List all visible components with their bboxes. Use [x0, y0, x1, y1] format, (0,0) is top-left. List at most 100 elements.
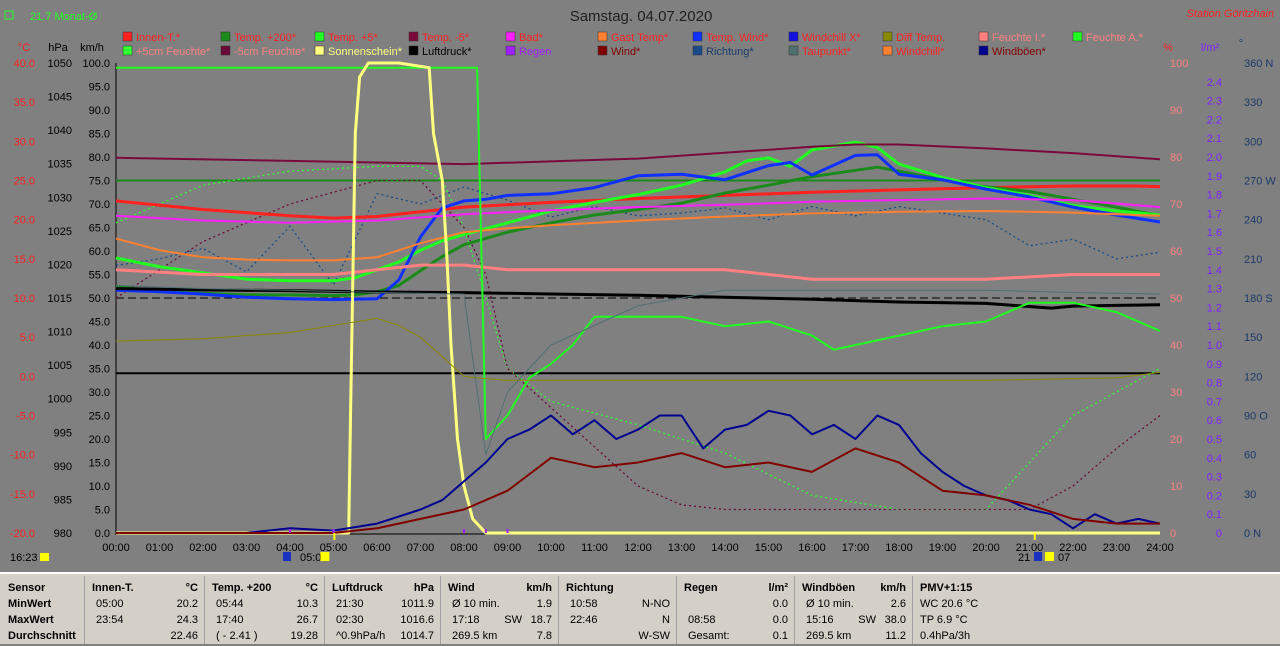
kmh-axis-tick: 60.0 — [89, 246, 110, 258]
legend-label-bad: Bad* — [519, 32, 544, 44]
stats-row: 17:18 SW 18.7 — [440, 612, 558, 628]
stats-cell: 23:54 — [96, 614, 124, 626]
x-axis-tick: 20:00 — [972, 542, 1000, 554]
temp-axis-tick: -5.0 — [16, 411, 35, 423]
stats-cell: 05:00 — [96, 598, 124, 610]
kmh-axis-tick: 100.0 — [82, 58, 110, 70]
stats-cell: 05:44 — [216, 598, 244, 610]
stats-cell: 21:30 — [336, 598, 364, 610]
stats-row: Sensor — [0, 580, 84, 596]
hpa-axis-tick: 1010 — [48, 327, 72, 339]
stats-cell: 38.0 — [884, 614, 906, 626]
series-5cm-feuchte — [115, 165, 1161, 511]
stats-row: 15:16 SW 38.0 — [794, 612, 912, 628]
kmh-axis-tick: 5.0 — [95, 505, 110, 517]
legend-swatch-gast-temp — [597, 31, 608, 42]
dir-axis-tick: 90 O — [1244, 411, 1268, 423]
stats-row: Temp. +200 °C — [204, 580, 324, 596]
x-axis-tick: 21:00 — [1016, 542, 1044, 554]
legend-swatch-5cm-feuchte — [220, 45, 231, 56]
stats-row: Richtung — [558, 580, 676, 596]
dir-axis-tick: 210 — [1244, 254, 1262, 266]
rain-axis-tick: 0.4 — [1207, 453, 1222, 465]
legend-label-temp-5: Temp. +5* — [328, 32, 379, 44]
legend-label-richtung: Richtung* — [706, 46, 754, 58]
series-feuchte-i — [115, 263, 1160, 281]
stats-cell: hPa — [413, 582, 434, 594]
kmh-axis-tick: 95.0 — [89, 82, 110, 94]
hpa-axis-tick: 1030 — [48, 192, 72, 204]
x-axis-tick: 08:00 — [450, 542, 478, 554]
series-sonnenschein — [116, 61, 1160, 535]
stats-cell: SW — [858, 614, 876, 626]
dir-axis-tick: 330 — [1244, 97, 1262, 109]
stats-cell: l/m² — [768, 582, 788, 594]
station-name: Station Göritzhain — [1187, 8, 1274, 20]
stats-row: 23:54 24.3 — [84, 612, 204, 628]
dir-axis-tick: 360 N — [1244, 58, 1273, 70]
stats-cell: 11.2 — [885, 630, 906, 642]
sun-icon — [1045, 552, 1054, 561]
rain-axis-tick: 0.7 — [1207, 396, 1222, 408]
x-axis-tick: 01:00 — [146, 542, 174, 554]
kmh-axis-tick: 55.0 — [89, 270, 110, 282]
rain-axis-tick: 1.3 — [1207, 284, 1222, 296]
x-axis-tick: 12:00 — [624, 542, 652, 554]
plot-area — [115, 61, 1161, 535]
legend-swatch-diff-temp — [882, 31, 893, 42]
stats-row: Regen l/m² — [676, 580, 794, 596]
series-diff-temp — [115, 317, 1161, 381]
stats-cell: 1014.7 — [400, 630, 434, 642]
stats-row: Innen-T. °C — [84, 580, 204, 596]
stats-cell: Ø 10 min. — [806, 598, 854, 610]
rain-axis-tick: 1.9 — [1207, 171, 1222, 183]
pct-axis-tick: 20 — [1170, 434, 1182, 446]
rain-mark — [289, 529, 291, 533]
stats-temp200: Temp. +200 °C 05:44 10.3 17:40 26.7 ( - 2.41 )… — [204, 574, 324, 646]
rain-axis-tick: 2.1 — [1207, 133, 1222, 145]
unit-percent: % — [1163, 42, 1173, 54]
kmh-axis-tick: 90.0 — [89, 105, 110, 117]
temp-axis-tick: 20.0 — [14, 215, 35, 227]
sunrise-time: 16:23 — [10, 552, 38, 564]
stats-row: Durchschnitt — [0, 628, 84, 644]
kmh-axis-tick: 0.0 — [95, 528, 110, 540]
temp-axis-tick: 35.0 — [14, 97, 35, 109]
legend-swatch-temp-5 — [408, 31, 419, 42]
pct-axis-tick: 50 — [1170, 293, 1182, 305]
stats-pmv: PMV+1:15 WC 20.6 °C TP 6.9 °C 0.4hPa/3h — [912, 574, 1042, 646]
kmh-axis-tick: 65.0 — [89, 223, 110, 235]
x-axis-tick: 24:00 — [1146, 542, 1174, 554]
stats-cell: km/h — [526, 582, 552, 594]
stats-cell: 7.8 — [536, 630, 552, 642]
temp-axis-tick: 40.0 — [14, 58, 35, 70]
temp-axis-tick: -15.0 — [10, 489, 35, 501]
rain-axis-tick: 0.5 — [1207, 434, 1222, 446]
rain-axis-tick: 2.3 — [1207, 96, 1222, 108]
stats-row: PMV+1:15 — [912, 580, 1042, 596]
rain-axis-tick: 1.8 — [1207, 190, 1222, 202]
hpa-axis-tick: 980 — [54, 528, 72, 540]
pct-axis-tick: 40 — [1170, 340, 1182, 352]
rain-axis-tick: 0.1 — [1207, 509, 1222, 521]
legend-label-windchill: Windchill* — [896, 46, 945, 58]
stats-separator — [676, 576, 677, 644]
stats-richtung: Richtung 10:58 N-NO 22:46 N W-SW — [558, 574, 676, 646]
legend-label-taupunkt: Taupunkt* — [802, 46, 852, 58]
stats-cell: MinWert — [8, 598, 52, 610]
dir-axis-tick: 240 — [1244, 215, 1262, 227]
stats-cell: 22.46 — [170, 630, 198, 642]
legend-label-temp-200: Temp. +200* — [234, 32, 297, 44]
statistics-panel: Sensor MinWert MaxWert Durchschnitt Innen-T.… — [0, 572, 1280, 644]
legend-label-sonnenschein: Sonnenschein* — [328, 46, 403, 58]
hpa-axis-tick: 990 — [54, 461, 72, 473]
stats-cell: 20.2 — [176, 598, 198, 610]
temp-axis-tick: 0.0 — [20, 371, 35, 383]
dir-axis-tick: 0 N — [1244, 528, 1261, 540]
hpa-axis-tick: 1005 — [48, 360, 72, 372]
pct-axis-tick: 90 — [1170, 105, 1182, 117]
sunset-icon — [1034, 552, 1042, 561]
stats-cell: km/h — [880, 582, 906, 594]
stats-cell: 15:16 — [806, 614, 834, 626]
stats-cell: Sensor — [8, 582, 46, 594]
